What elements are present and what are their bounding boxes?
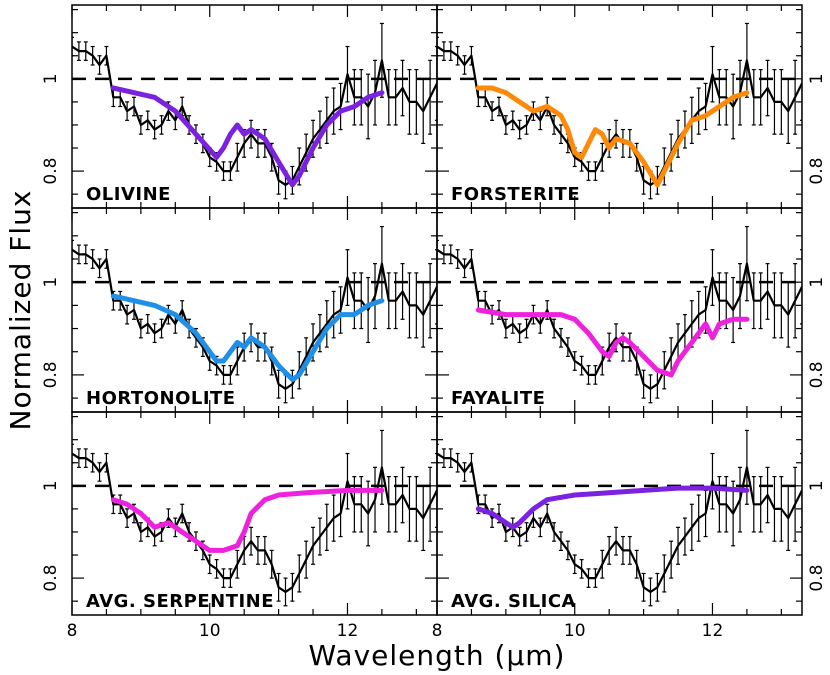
x-tick-label: 8 bbox=[67, 621, 78, 641]
model-spectrum-4 bbox=[475, 307, 750, 378]
x-tick-label: 10 bbox=[564, 621, 586, 641]
y-tick-label: 1 bbox=[41, 480, 61, 491]
y-tick-label: 1 bbox=[807, 73, 827, 84]
panel-label-2: FORSTERITE bbox=[451, 184, 580, 205]
panel-label-3: HORTONOLITE bbox=[86, 388, 236, 409]
y-tick-label: 0.8 bbox=[41, 361, 61, 388]
panel-5: 0.8 1 8 10 12 AVG. SERPENTINE bbox=[41, 411, 438, 641]
x-tick-label: 12 bbox=[702, 621, 724, 641]
plot-area bbox=[72, 429, 437, 607]
observed-spectrum bbox=[437, 452, 802, 594]
panel-label-5: AVG. SERPENTINE bbox=[86, 591, 274, 612]
panel-label-4: FAYALITE bbox=[451, 388, 545, 409]
y-tick-label: 0.8 bbox=[41, 565, 61, 592]
y-tick-label: 0.8 bbox=[807, 565, 827, 592]
panel-2: 0.8 1 FORSTERITE bbox=[436, 4, 827, 209]
panel-1: 0.8 1 OLIVINE bbox=[41, 4, 438, 209]
model-spectrum-1 bbox=[110, 85, 385, 188]
x-axis-title: Wavelength (μm) bbox=[309, 639, 566, 672]
y-tick-label: 1 bbox=[41, 73, 61, 84]
y-axis-title: Normalized Flux bbox=[4, 190, 37, 431]
observed-spectrum bbox=[72, 45, 437, 186]
model-spectrum-6 bbox=[475, 485, 750, 530]
y-tick-label: 1 bbox=[807, 480, 827, 491]
plot-area bbox=[437, 225, 802, 404]
panel-label-1: OLIVINE bbox=[86, 184, 171, 205]
model-spectrum-5 bbox=[110, 487, 385, 553]
panel-frame bbox=[436, 411, 803, 616]
panel-3: 0.8 1 HORTONOLITE bbox=[41, 207, 438, 413]
x-tick-label: 8 bbox=[432, 621, 443, 641]
plot-area bbox=[72, 22, 437, 200]
panel-grid: 0.8 1 OLIVINE 0.8 1 FORSTERITE 0.8 1 HORTONOLITE… bbox=[41, 4, 827, 641]
plot-area bbox=[437, 22, 802, 200]
x-tick-label: 10 bbox=[199, 621, 221, 641]
observed-spectrum bbox=[72, 452, 437, 594]
y-tick-label: 0.8 bbox=[807, 361, 827, 388]
y-tick-label: 0.8 bbox=[41, 158, 61, 185]
panel-4: 0.8 1 FAYALITE bbox=[436, 207, 827, 413]
model-spectrum-2 bbox=[475, 85, 750, 188]
model-spectrum-3 bbox=[110, 293, 385, 382]
panel-label-6: AVG. SILICA bbox=[451, 591, 576, 612]
y-tick-label: 0.8 bbox=[807, 158, 827, 185]
y-tick-label: 1 bbox=[41, 277, 61, 288]
plot-area bbox=[72, 225, 437, 404]
panel-6: 0.8 1 8 10 12 AVG. SILICA bbox=[432, 411, 827, 641]
y-tick-label: 1 bbox=[807, 277, 827, 288]
plot-area bbox=[437, 429, 802, 607]
x-tick-label: 12 bbox=[337, 621, 359, 641]
